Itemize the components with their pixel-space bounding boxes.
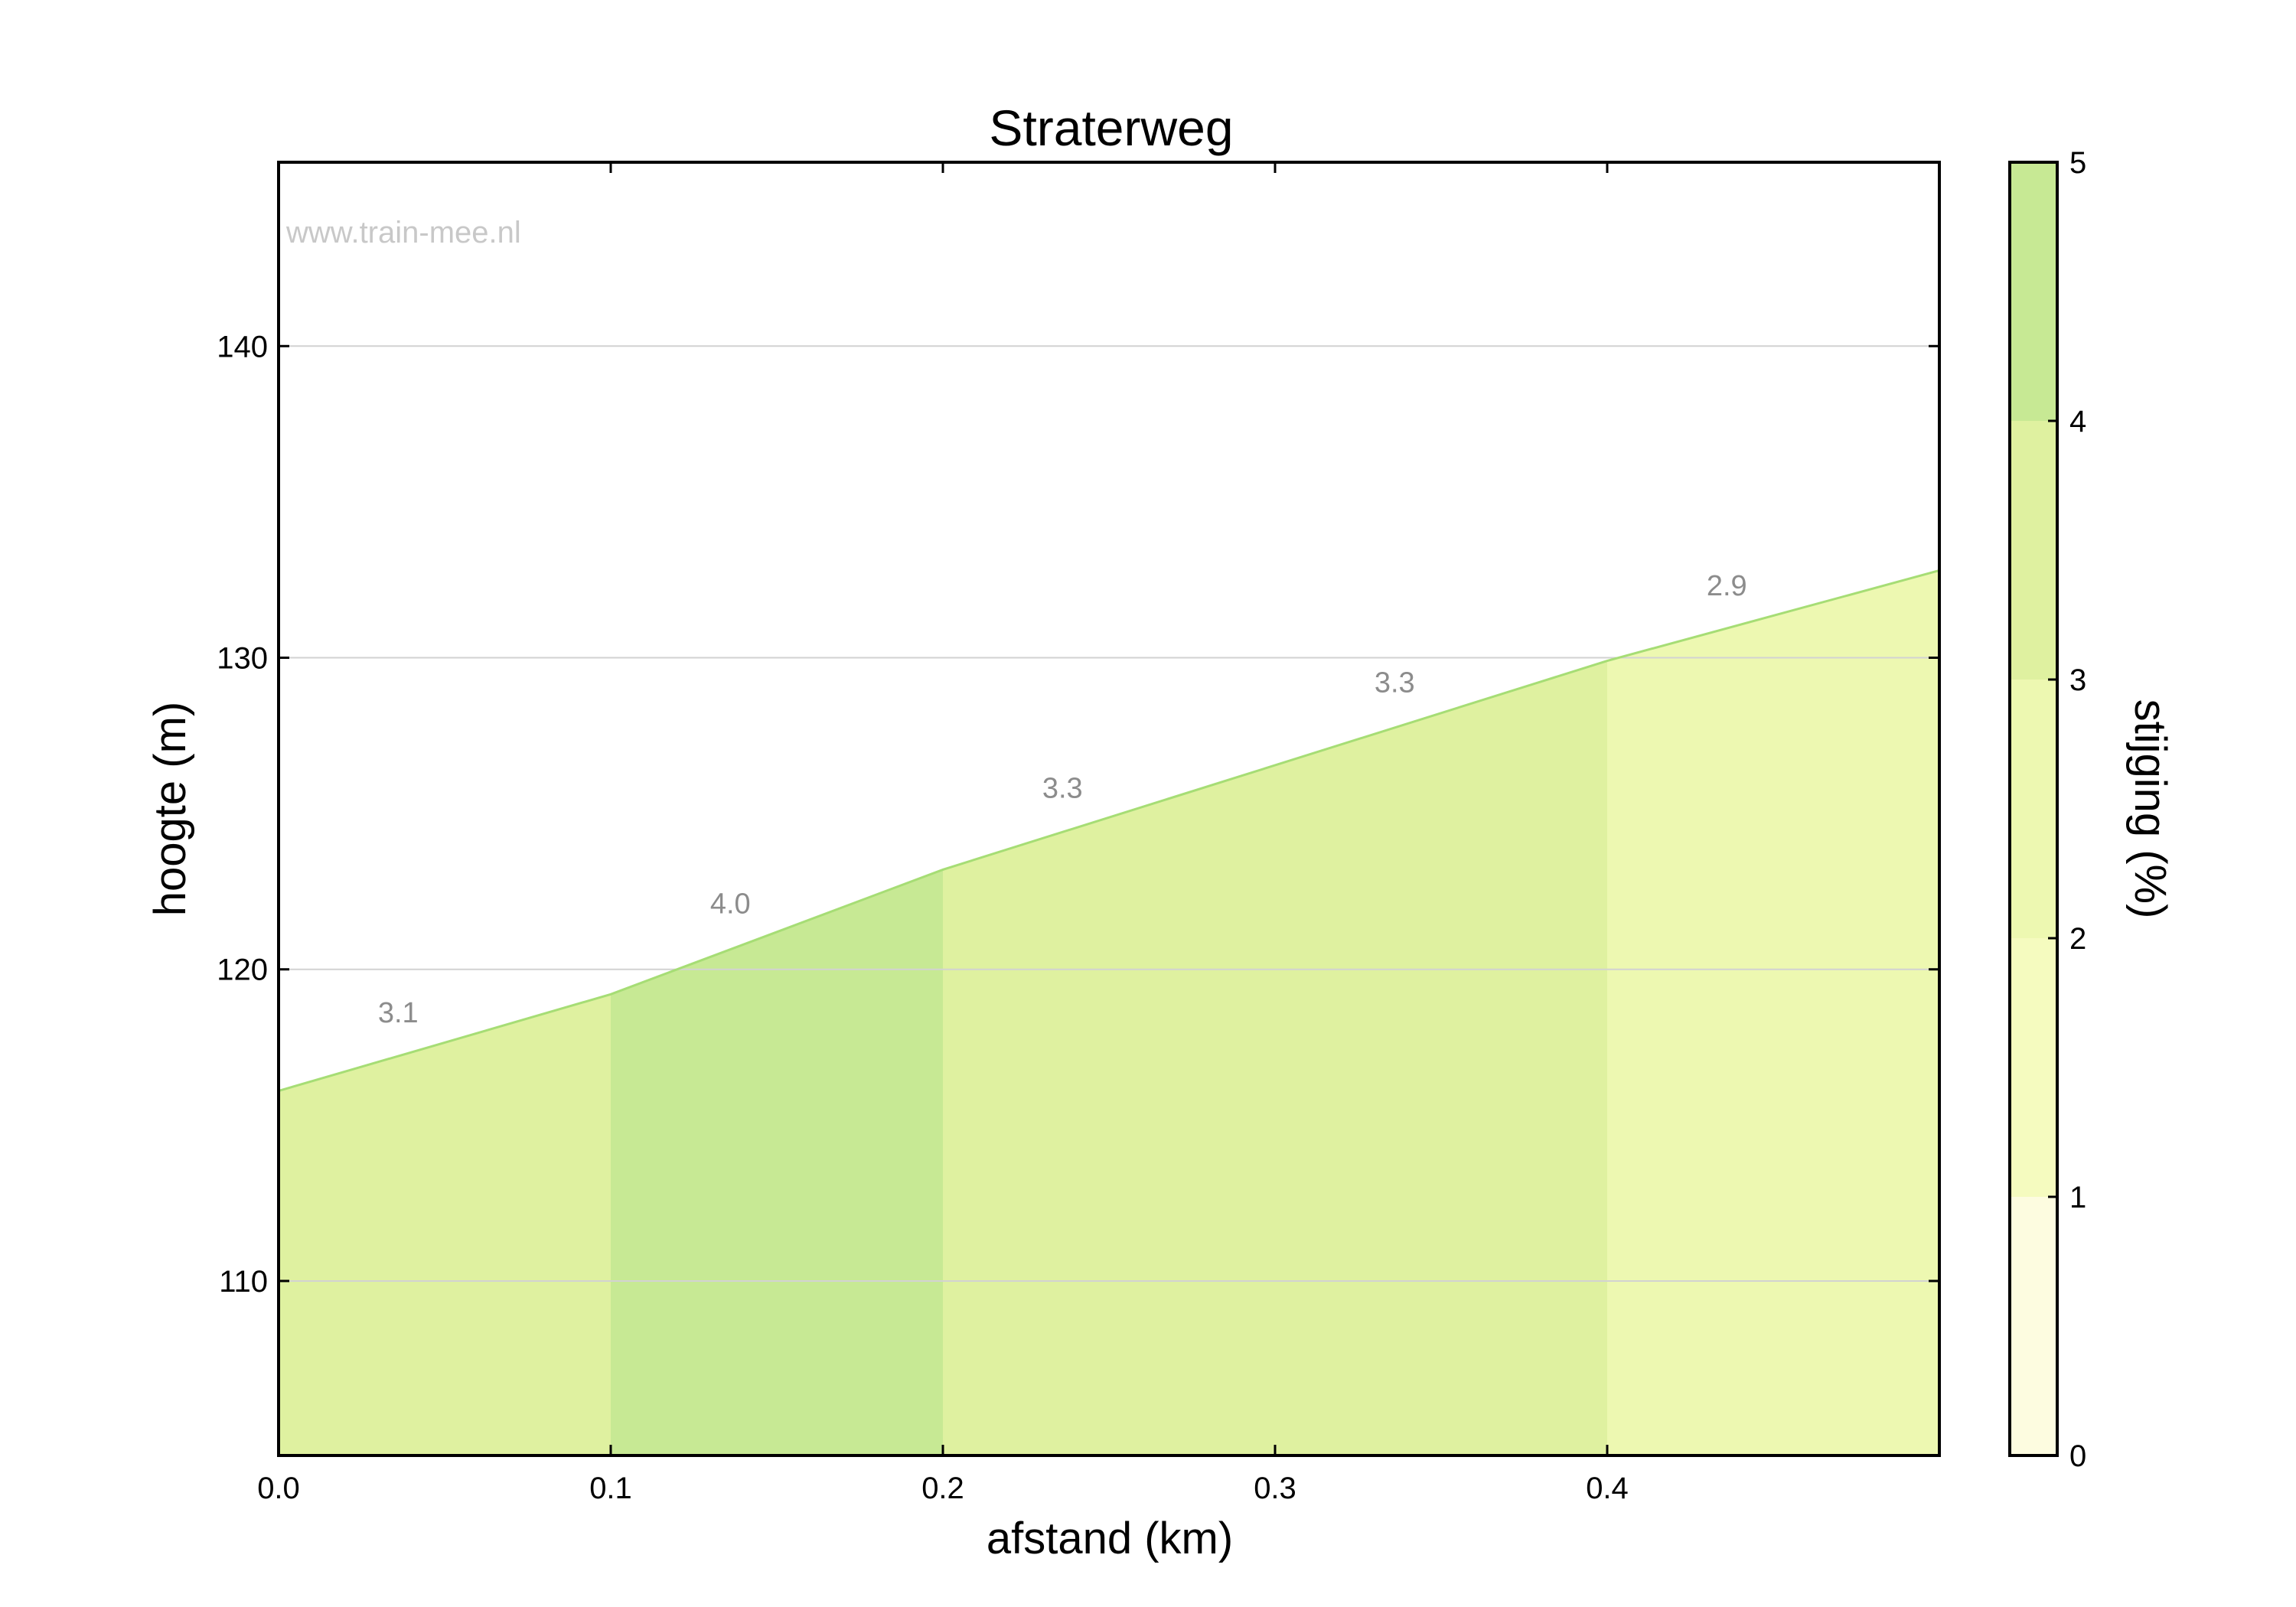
elevation-profile-line bbox=[278, 569, 1940, 1092]
gradient-segment-fill bbox=[279, 994, 611, 1455]
colorbar-band bbox=[2010, 680, 2057, 938]
gradient-segment-fill bbox=[1607, 570, 1939, 1455]
gradient-segment-fill bbox=[611, 869, 943, 1455]
colorbar-tick-label: 4 bbox=[2069, 405, 2086, 438]
gradient-segment-fill bbox=[943, 660, 1607, 1455]
colorbar-band bbox=[2010, 421, 2057, 680]
gradient-label: 4.0 bbox=[710, 888, 751, 920]
x-axis-label: afstand (km) bbox=[987, 1514, 1233, 1563]
gradient-label: 3.1 bbox=[378, 997, 419, 1029]
colorbar-label: stijging (%) bbox=[2125, 699, 2175, 919]
colorbar-tick-label: 0 bbox=[2069, 1439, 2086, 1473]
colorbar-tick-label: 3 bbox=[2069, 663, 2086, 697]
x-tick-label: 0.2 bbox=[921, 1472, 964, 1505]
colorbar-tick-label: 1 bbox=[2069, 1181, 2086, 1214]
colorbar-tick-label: 5 bbox=[2069, 146, 2086, 180]
y-tick-label: 120 bbox=[217, 953, 268, 987]
gradient-label: 3.3 bbox=[1042, 773, 1083, 805]
gradient-label: 2.9 bbox=[1707, 570, 1747, 602]
colorbar-tick-label: 2 bbox=[2069, 922, 2086, 956]
colorbar-band bbox=[2010, 1197, 2057, 1455]
x-tick-label: 0.3 bbox=[1254, 1472, 1296, 1505]
y-axis-label: hoogte (m) bbox=[145, 702, 195, 916]
colorbar-frame bbox=[2008, 161, 2059, 1457]
watermark-text: www.train-mee.nl bbox=[285, 216, 521, 249]
colorbar-band bbox=[2010, 938, 2057, 1197]
colorbar: 0 1 2 3 4 5 bbox=[2010, 146, 2086, 1473]
y-tick-label: 130 bbox=[217, 641, 268, 675]
colorbar-band bbox=[2010, 162, 2057, 421]
x-tick-label: 0.4 bbox=[1586, 1472, 1629, 1505]
x-tick-label: 0.1 bbox=[589, 1472, 632, 1505]
x-tick-label: 0.0 bbox=[257, 1472, 300, 1505]
plot-area: 3.1 4.0 3.3 3.3 2.9 0.0 0.1 0.2 0.3 0.4 110 120 130 1… bbox=[217, 162, 1940, 1505]
gradient-label: 3.3 bbox=[1375, 667, 1415, 699]
y-tick-label: 110 bbox=[219, 1265, 268, 1299]
y-tick-label: 140 bbox=[217, 330, 268, 363]
plot-frame bbox=[277, 161, 1941, 1457]
chart-title: Straterweg bbox=[989, 99, 1233, 156]
